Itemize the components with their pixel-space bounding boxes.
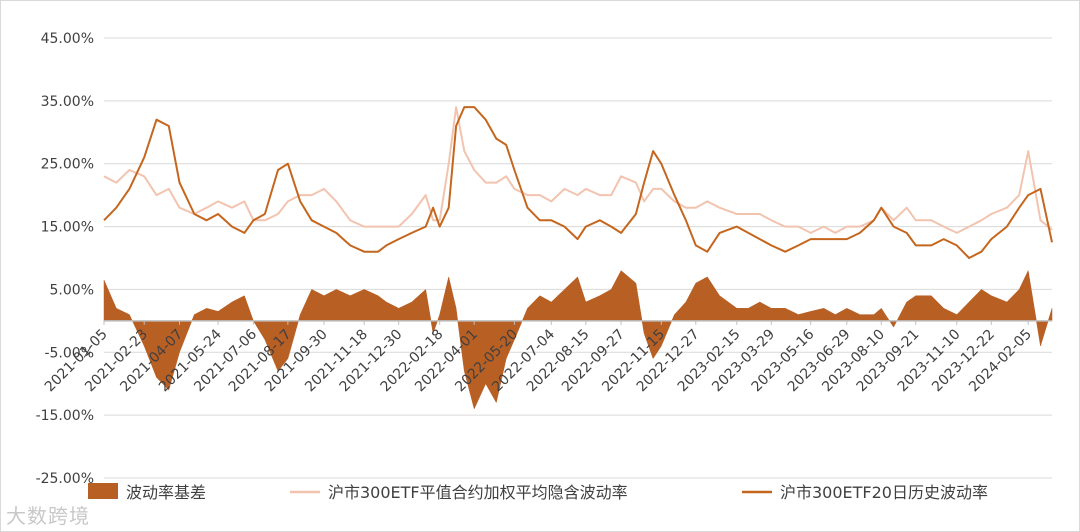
watermark: 大数跨境 <box>6 504 90 528</box>
legend-label-implied: 沪市300ETF平值合约加权平均隐含波动率 <box>328 483 628 502</box>
legend: 波动率基差 沪市300ETF平值合约加权平均隐含波动率 沪市300ETF20日历史波… <box>88 483 988 502</box>
basis-area-series <box>103 269 1053 410</box>
y-tick-label: -15.00% <box>36 408 94 424</box>
legend-swatch-basis <box>88 483 118 499</box>
volatility-line-series <box>103 106 1053 259</box>
historical-vol-line <box>103 106 1053 259</box>
y-tick-label: -5.00% <box>44 345 94 361</box>
y-tick-label: 15.00% <box>41 220 94 236</box>
y-tick-label: -25.00% <box>36 471 94 487</box>
legend-label-basis: 波动率基差 <box>126 483 206 502</box>
y-tick-label: 35.00% <box>41 94 94 110</box>
y-tick-label: 45.00% <box>41 31 94 47</box>
y-tick-label: 5.00% <box>50 282 94 298</box>
legend-label-historical: 沪市300ETF20日历史波动率 <box>780 483 988 502</box>
zero-axis <box>103 320 1052 325</box>
basis-area <box>103 269 1053 410</box>
y-axis-tick-labels: 45.00% 35.00% 25.00% 15.00% 5.00% -5.00% -15.0… <box>36 31 94 487</box>
y-tick-label: 25.00% <box>41 157 94 173</box>
implied-vol-line <box>103 106 1053 234</box>
